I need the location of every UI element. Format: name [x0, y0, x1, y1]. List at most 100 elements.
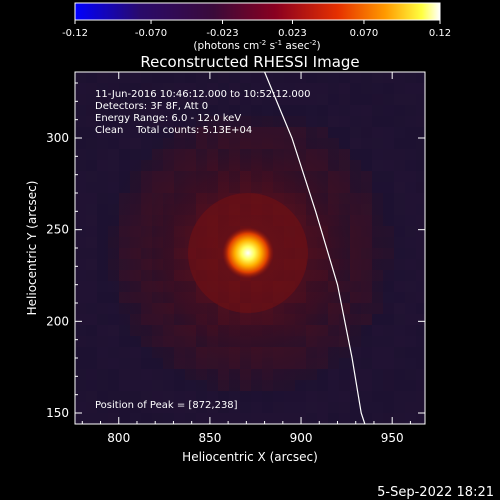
texture-cell: [372, 116, 383, 127]
texture-cell: [185, 105, 196, 116]
detectors-text: Detectors: 3F 8F, Att 0: [95, 101, 208, 112]
texture-cell: [141, 127, 152, 138]
texture-cell: [75, 369, 86, 380]
texture-cell: [119, 116, 130, 127]
texture-cell: [97, 347, 108, 358]
texture-cell: [240, 413, 251, 424]
texture-cell: [130, 83, 141, 94]
texture-cell: [97, 138, 108, 149]
texture-cell: [394, 380, 405, 391]
flare-source: [222, 227, 274, 279]
texture-cell: [372, 347, 383, 358]
texture-cell: [97, 182, 108, 193]
texture-cell: [405, 325, 416, 336]
texture-cell: [394, 369, 405, 380]
texture-cell: [405, 215, 416, 226]
texture-cell: [383, 116, 394, 127]
texture-cell: [361, 413, 372, 424]
texture-cell: [273, 72, 284, 83]
texture-cell: [383, 94, 394, 105]
y-tick-label: 300: [46, 131, 69, 145]
texture-cell: [218, 413, 229, 424]
texture-cell: [97, 380, 108, 391]
texture-cell: [416, 116, 425, 127]
texture-cell: [97, 105, 108, 116]
texture-cell: [405, 303, 416, 314]
texture-cell: [75, 336, 86, 347]
colorbar-tick-label: 0.070: [350, 28, 379, 39]
texture-cell: [86, 259, 97, 270]
texture-cell: [394, 127, 405, 138]
texture-cell: [75, 204, 86, 215]
texture-cell: [262, 413, 273, 424]
texture-cell: [372, 325, 383, 336]
texture-cell: [163, 391, 174, 402]
texture-cell: [350, 358, 361, 369]
texture-cell: [97, 149, 108, 160]
texture-cell: [108, 138, 119, 149]
texture-cell: [119, 391, 130, 402]
texture-cell: [262, 94, 273, 105]
texture-cell: [86, 72, 97, 83]
texture-cell: [383, 72, 394, 83]
texture-cell: [361, 72, 372, 83]
texture-cell: [317, 83, 328, 94]
texture-cell: [383, 149, 394, 160]
texture-cell: [141, 358, 152, 369]
texture-cell: [405, 281, 416, 292]
texture-cell: [75, 248, 86, 259]
texture-cell: [86, 248, 97, 259]
peak-position-text: Position of Peak = [872,238]: [95, 400, 238, 411]
texture-cell: [75, 215, 86, 226]
texture-cell: [405, 226, 416, 237]
x-tick-label: 950: [381, 431, 404, 445]
texture-cell: [152, 402, 163, 413]
texture-cell: [394, 281, 405, 292]
texture-cell: [196, 391, 207, 402]
texture-cell: [75, 270, 86, 281]
texture-cell: [295, 402, 306, 413]
texture-cell: [405, 391, 416, 402]
texture-cell: [372, 105, 383, 116]
texture-cell: [86, 149, 97, 160]
texture-cell: [108, 160, 119, 171]
texture-cell: [328, 380, 339, 391]
texture-cell: [394, 237, 405, 248]
texture-cell: [416, 369, 425, 380]
texture-cell: [295, 72, 306, 83]
texture-cell: [251, 402, 262, 413]
texture-cell: [383, 171, 394, 182]
texture-cell: [86, 160, 97, 171]
texture-cell: [75, 391, 86, 402]
texture-cell: [394, 215, 405, 226]
texture-cell: [97, 413, 108, 424]
texture-cell: [130, 358, 141, 369]
texture-cell: [119, 369, 130, 380]
texture-cell: [75, 105, 86, 116]
texture-cell: [86, 94, 97, 105]
texture-cell: [350, 94, 361, 105]
texture-cell: [405, 237, 416, 248]
texture-cell: [75, 182, 86, 193]
texture-cell: [284, 413, 295, 424]
texture-cell: [196, 94, 207, 105]
texture-cell: [405, 149, 416, 160]
texture-cell: [130, 369, 141, 380]
texture-cell: [207, 413, 218, 424]
texture-cell: [416, 347, 425, 358]
texture-cell: [119, 160, 130, 171]
texture-cell: [152, 127, 163, 138]
texture-cell: [251, 94, 262, 105]
texture-cell: [328, 94, 339, 105]
texture-cell: [97, 83, 108, 94]
texture-cell: [174, 105, 185, 116]
texture-cell: [416, 358, 425, 369]
texture-cell: [383, 325, 394, 336]
texture-cell: [86, 391, 97, 402]
texture-cell: [372, 72, 383, 83]
footer-timestamp: 5-Sep-2022 18:21: [377, 485, 494, 500]
texture-cell: [350, 116, 361, 127]
texture-cell: [416, 314, 425, 325]
texture-cell: [416, 204, 425, 215]
texture-cell: [383, 391, 394, 402]
